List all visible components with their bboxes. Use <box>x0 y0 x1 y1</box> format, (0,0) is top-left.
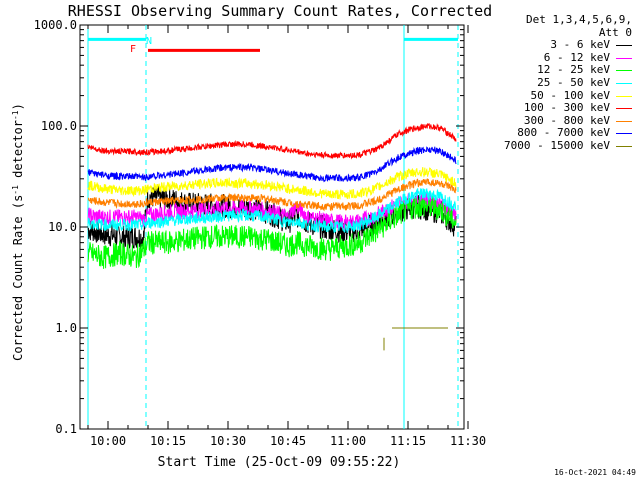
legend-label: 25 - 50 keV <box>537 75 610 89</box>
x-tick-label: 11:30 <box>450 434 486 448</box>
series-line <box>87 167 457 200</box>
legend-header-1: Det 1,3,4,5,6,9, <box>526 13 632 26</box>
legend-header-2: Att 0 <box>598 25 632 39</box>
legend-swatch <box>616 133 632 135</box>
legend-entry: 100 - 300 keV <box>472 101 632 115</box>
legend: Det 1,3,4,5,6,9, Att 0 3 - 6 keV 6 - 12 k… <box>472 13 632 153</box>
legend-label: 800 - 7000 keV <box>517 126 610 140</box>
series-line <box>87 146 457 183</box>
legend-entry: 3 - 6 keV <box>472 38 632 52</box>
x-tick-label: 10:00 <box>90 434 126 448</box>
legend-label: 100 - 300 keV <box>523 101 610 115</box>
x-axis-label: Start Time (25-Oct-09 09:55:22) <box>158 455 401 470</box>
legend-entry: 300 - 800 keV <box>472 113 632 128</box>
night-label: N <box>146 36 152 47</box>
y-axis-label-main: Corrected Count Rate (s <box>11 195 25 361</box>
legend-entry: 12 - 25 keV <box>472 64 632 77</box>
y-axis-label-sup1: -1 <box>11 185 20 195</box>
legend-swatch <box>616 108 632 110</box>
x-tick-label: 10:30 <box>210 434 246 448</box>
plot-marks <box>87 25 459 429</box>
y-axis-label-sup2: -1 <box>11 110 20 120</box>
y-tick-label: 10.0 <box>48 220 77 234</box>
chart-title: RHESSI Observing Summary Count Rates, Co… <box>68 2 492 20</box>
series-line <box>87 122 457 160</box>
legend-label: 6 - 12 keV <box>543 50 610 64</box>
x-tick-label: 11:15 <box>390 434 426 448</box>
legend-entry: 50 - 100 keV <box>472 88 632 103</box>
legend-items: 3 - 6 keV 6 - 12 keV 12 - 25 keV 25 - 50 ke… <box>472 38 632 153</box>
legend-label: 7000 - 15000 keV <box>504 138 610 152</box>
x-tick-label: 10:15 <box>150 434 186 448</box>
legend-entry: 25 - 50 keV <box>472 75 632 90</box>
legend-entry: 800 - 7000 keV <box>472 127 632 140</box>
legend-swatch <box>616 45 632 47</box>
x-tick-label: 10:45 <box>270 434 306 448</box>
y-tick-label: 100.0 <box>41 119 77 133</box>
y-axis-label-mid: detector <box>11 120 25 185</box>
legend-swatch <box>616 82 632 84</box>
legend-swatch <box>616 145 632 147</box>
series-line <box>87 178 457 212</box>
legend-label: 12 - 25 keV <box>537 63 610 77</box>
y-axis-label-end: ) <box>11 103 25 110</box>
legend-swatch <box>616 120 632 122</box>
legend-label: 50 - 100 keV <box>530 88 610 102</box>
series-line <box>87 187 457 233</box>
y-tick-label: 1000.0 <box>34 18 77 32</box>
y-tick-label: 1.0 <box>55 321 77 335</box>
y-axis-label: Corrected Count Rate (s-1 detector-1) <box>11 103 26 361</box>
legend-label: 3 - 6 keV <box>550 38 610 52</box>
legend-entry: 7000 - 15000 keV <box>472 138 632 153</box>
timestamp: 16-Oct-2021 04:49 <box>554 468 636 477</box>
flare-label: F <box>130 44 136 55</box>
legend-label: 300 - 800 keV <box>523 113 610 127</box>
x-tick-label: 11:00 <box>330 434 366 448</box>
legend-swatch <box>616 70 632 72</box>
series-line <box>87 195 457 269</box>
y-tick-label: 0.1 <box>55 422 77 436</box>
legend-swatch <box>616 95 632 97</box>
legend-entry: 6 - 12 keV <box>472 50 632 65</box>
legend-swatch <box>616 57 632 59</box>
